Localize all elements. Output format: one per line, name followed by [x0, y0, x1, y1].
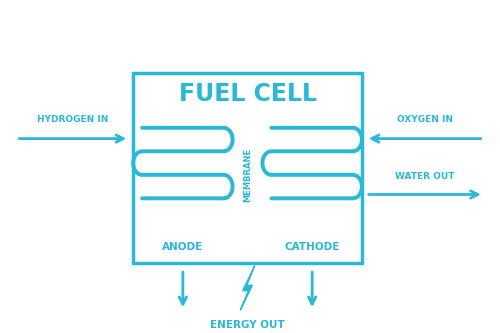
Bar: [133, 73, 362, 263]
Text: MEMBRANE: MEMBRANE: [243, 148, 252, 201]
Text: ANODE: ANODE: [162, 242, 203, 252]
Text: FUEL CELL: FUEL CELL: [178, 83, 316, 107]
Text: HYDROGEN IN: HYDROGEN IN: [37, 115, 109, 124]
Polygon shape: [240, 266, 254, 310]
Text: WATER OUT: WATER OUT: [395, 172, 454, 181]
Text: OXYGEN IN: OXYGEN IN: [397, 115, 453, 124]
Text: CATHODE: CATHODE: [284, 242, 340, 252]
Text: ENERGY OUT: ENERGY OUT: [210, 320, 285, 330]
